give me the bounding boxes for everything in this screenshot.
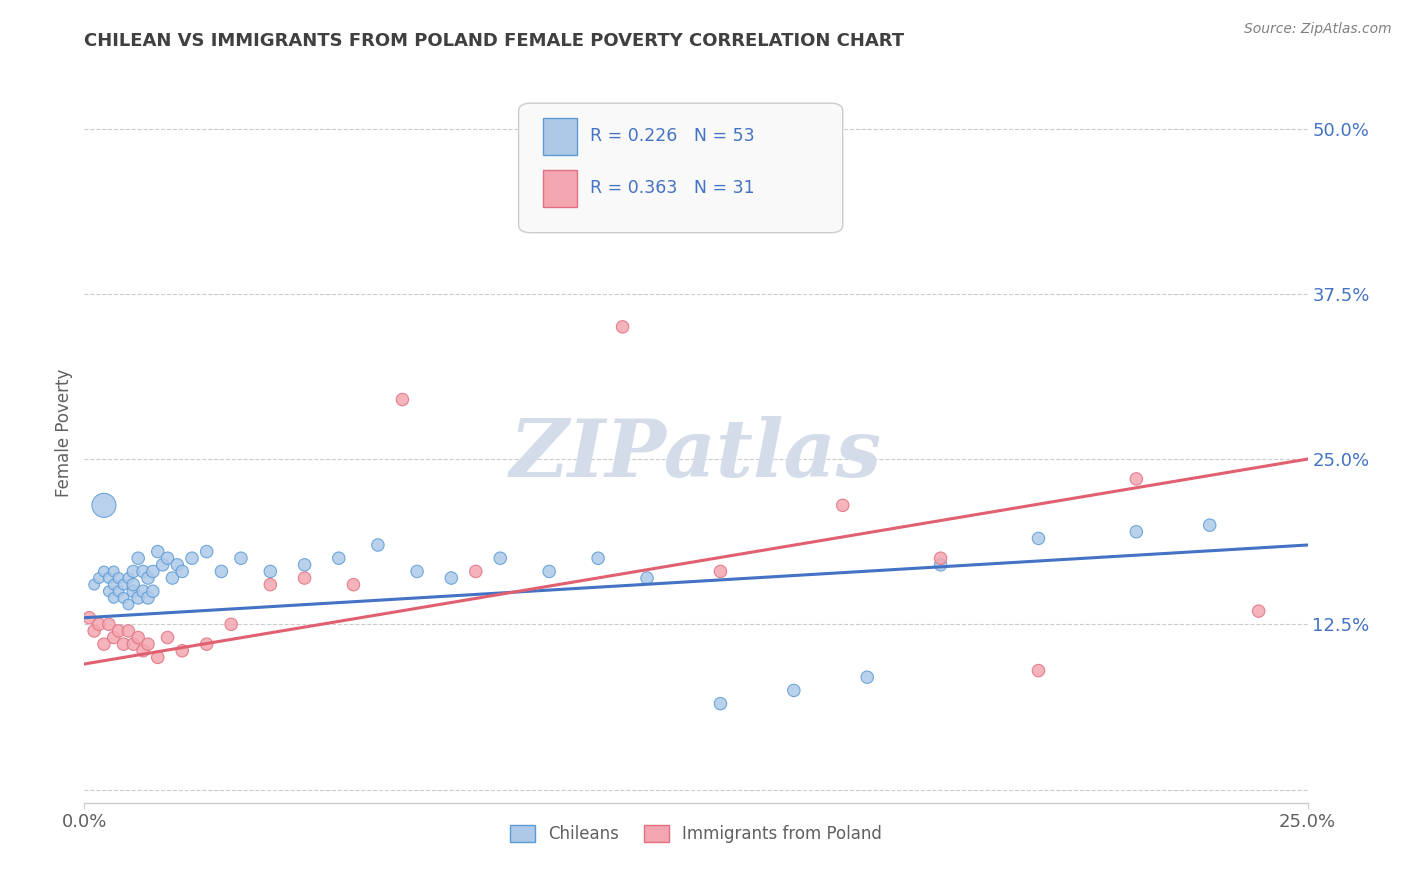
Point [464, 565, 486, 579]
Point [93, 565, 115, 579]
Point [929, 558, 952, 572]
Point [1247, 604, 1270, 618]
Point [87, 571, 110, 585]
Point [709, 697, 731, 711]
Point [440, 571, 463, 585]
Point [342, 577, 364, 591]
Point [294, 571, 316, 585]
Text: Source: ZipAtlas.com: Source: ZipAtlas.com [1244, 22, 1392, 37]
Point [122, 637, 145, 651]
Legend: Chileans, Immigrants from Poland: Chileans, Immigrants from Poland [503, 819, 889, 850]
Point [97, 584, 120, 599]
Point [127, 551, 149, 566]
Point [783, 683, 806, 698]
Point [929, 551, 952, 566]
Point [122, 584, 145, 599]
Point [112, 577, 135, 591]
Point [391, 392, 413, 407]
Point [156, 551, 179, 566]
Point [181, 551, 204, 566]
Text: R = 0.226   N = 53: R = 0.226 N = 53 [589, 128, 754, 145]
Point [112, 591, 135, 605]
Point [831, 499, 853, 513]
FancyBboxPatch shape [543, 169, 578, 207]
Point [152, 558, 174, 572]
Point [367, 538, 389, 552]
Point [122, 565, 145, 579]
Point [1028, 664, 1050, 678]
Point [172, 644, 194, 658]
Point [132, 644, 155, 658]
Point [127, 591, 149, 605]
Point [166, 558, 188, 572]
Point [195, 637, 218, 651]
Point [83, 624, 105, 638]
Point [1198, 518, 1220, 533]
Point [93, 499, 115, 513]
Point [146, 650, 169, 665]
Point [162, 571, 184, 585]
Point [172, 565, 194, 579]
Point [586, 551, 609, 566]
Text: CHILEAN VS IMMIGRANTS FROM POLAND FEMALE POVERTY CORRELATION CHART: CHILEAN VS IMMIGRANTS FROM POLAND FEMALE… [84, 32, 904, 50]
Point [856, 670, 879, 684]
FancyBboxPatch shape [519, 103, 842, 233]
Point [294, 558, 316, 572]
Point [538, 148, 561, 162]
Point [259, 565, 281, 579]
Point [122, 577, 145, 591]
Point [136, 637, 159, 651]
Point [103, 565, 125, 579]
Point [107, 624, 129, 638]
Point [259, 577, 281, 591]
Point [117, 624, 139, 638]
Point [127, 631, 149, 645]
Point [146, 544, 169, 558]
Point [1125, 524, 1147, 539]
Point [142, 584, 165, 599]
Point [195, 544, 218, 558]
Point [229, 551, 252, 566]
Point [117, 571, 139, 585]
Point [636, 571, 658, 585]
Point [709, 565, 731, 579]
Point [112, 637, 135, 651]
FancyBboxPatch shape [543, 118, 578, 155]
Point [489, 551, 512, 566]
Point [209, 565, 232, 579]
Point [1125, 472, 1147, 486]
Point [328, 551, 350, 566]
Point [136, 591, 159, 605]
Point [97, 617, 120, 632]
Point [538, 565, 561, 579]
Point [1028, 532, 1050, 546]
Point [156, 631, 179, 645]
Point [132, 584, 155, 599]
Text: ZIPatlas: ZIPatlas [510, 416, 882, 493]
Text: R = 0.363   N = 31: R = 0.363 N = 31 [589, 179, 754, 197]
Point [103, 577, 125, 591]
Point [132, 565, 155, 579]
Point [107, 571, 129, 585]
Point [117, 598, 139, 612]
Point [97, 571, 120, 585]
Point [77, 611, 100, 625]
Point [136, 571, 159, 585]
Point [103, 591, 125, 605]
Point [107, 584, 129, 599]
Point [406, 565, 429, 579]
Point [103, 631, 125, 645]
Point [93, 637, 115, 651]
Y-axis label: Female Poverty: Female Poverty [55, 368, 73, 497]
Point [612, 319, 634, 334]
Point [83, 577, 105, 591]
Point [142, 565, 165, 579]
Point [87, 617, 110, 632]
Point [219, 617, 242, 632]
